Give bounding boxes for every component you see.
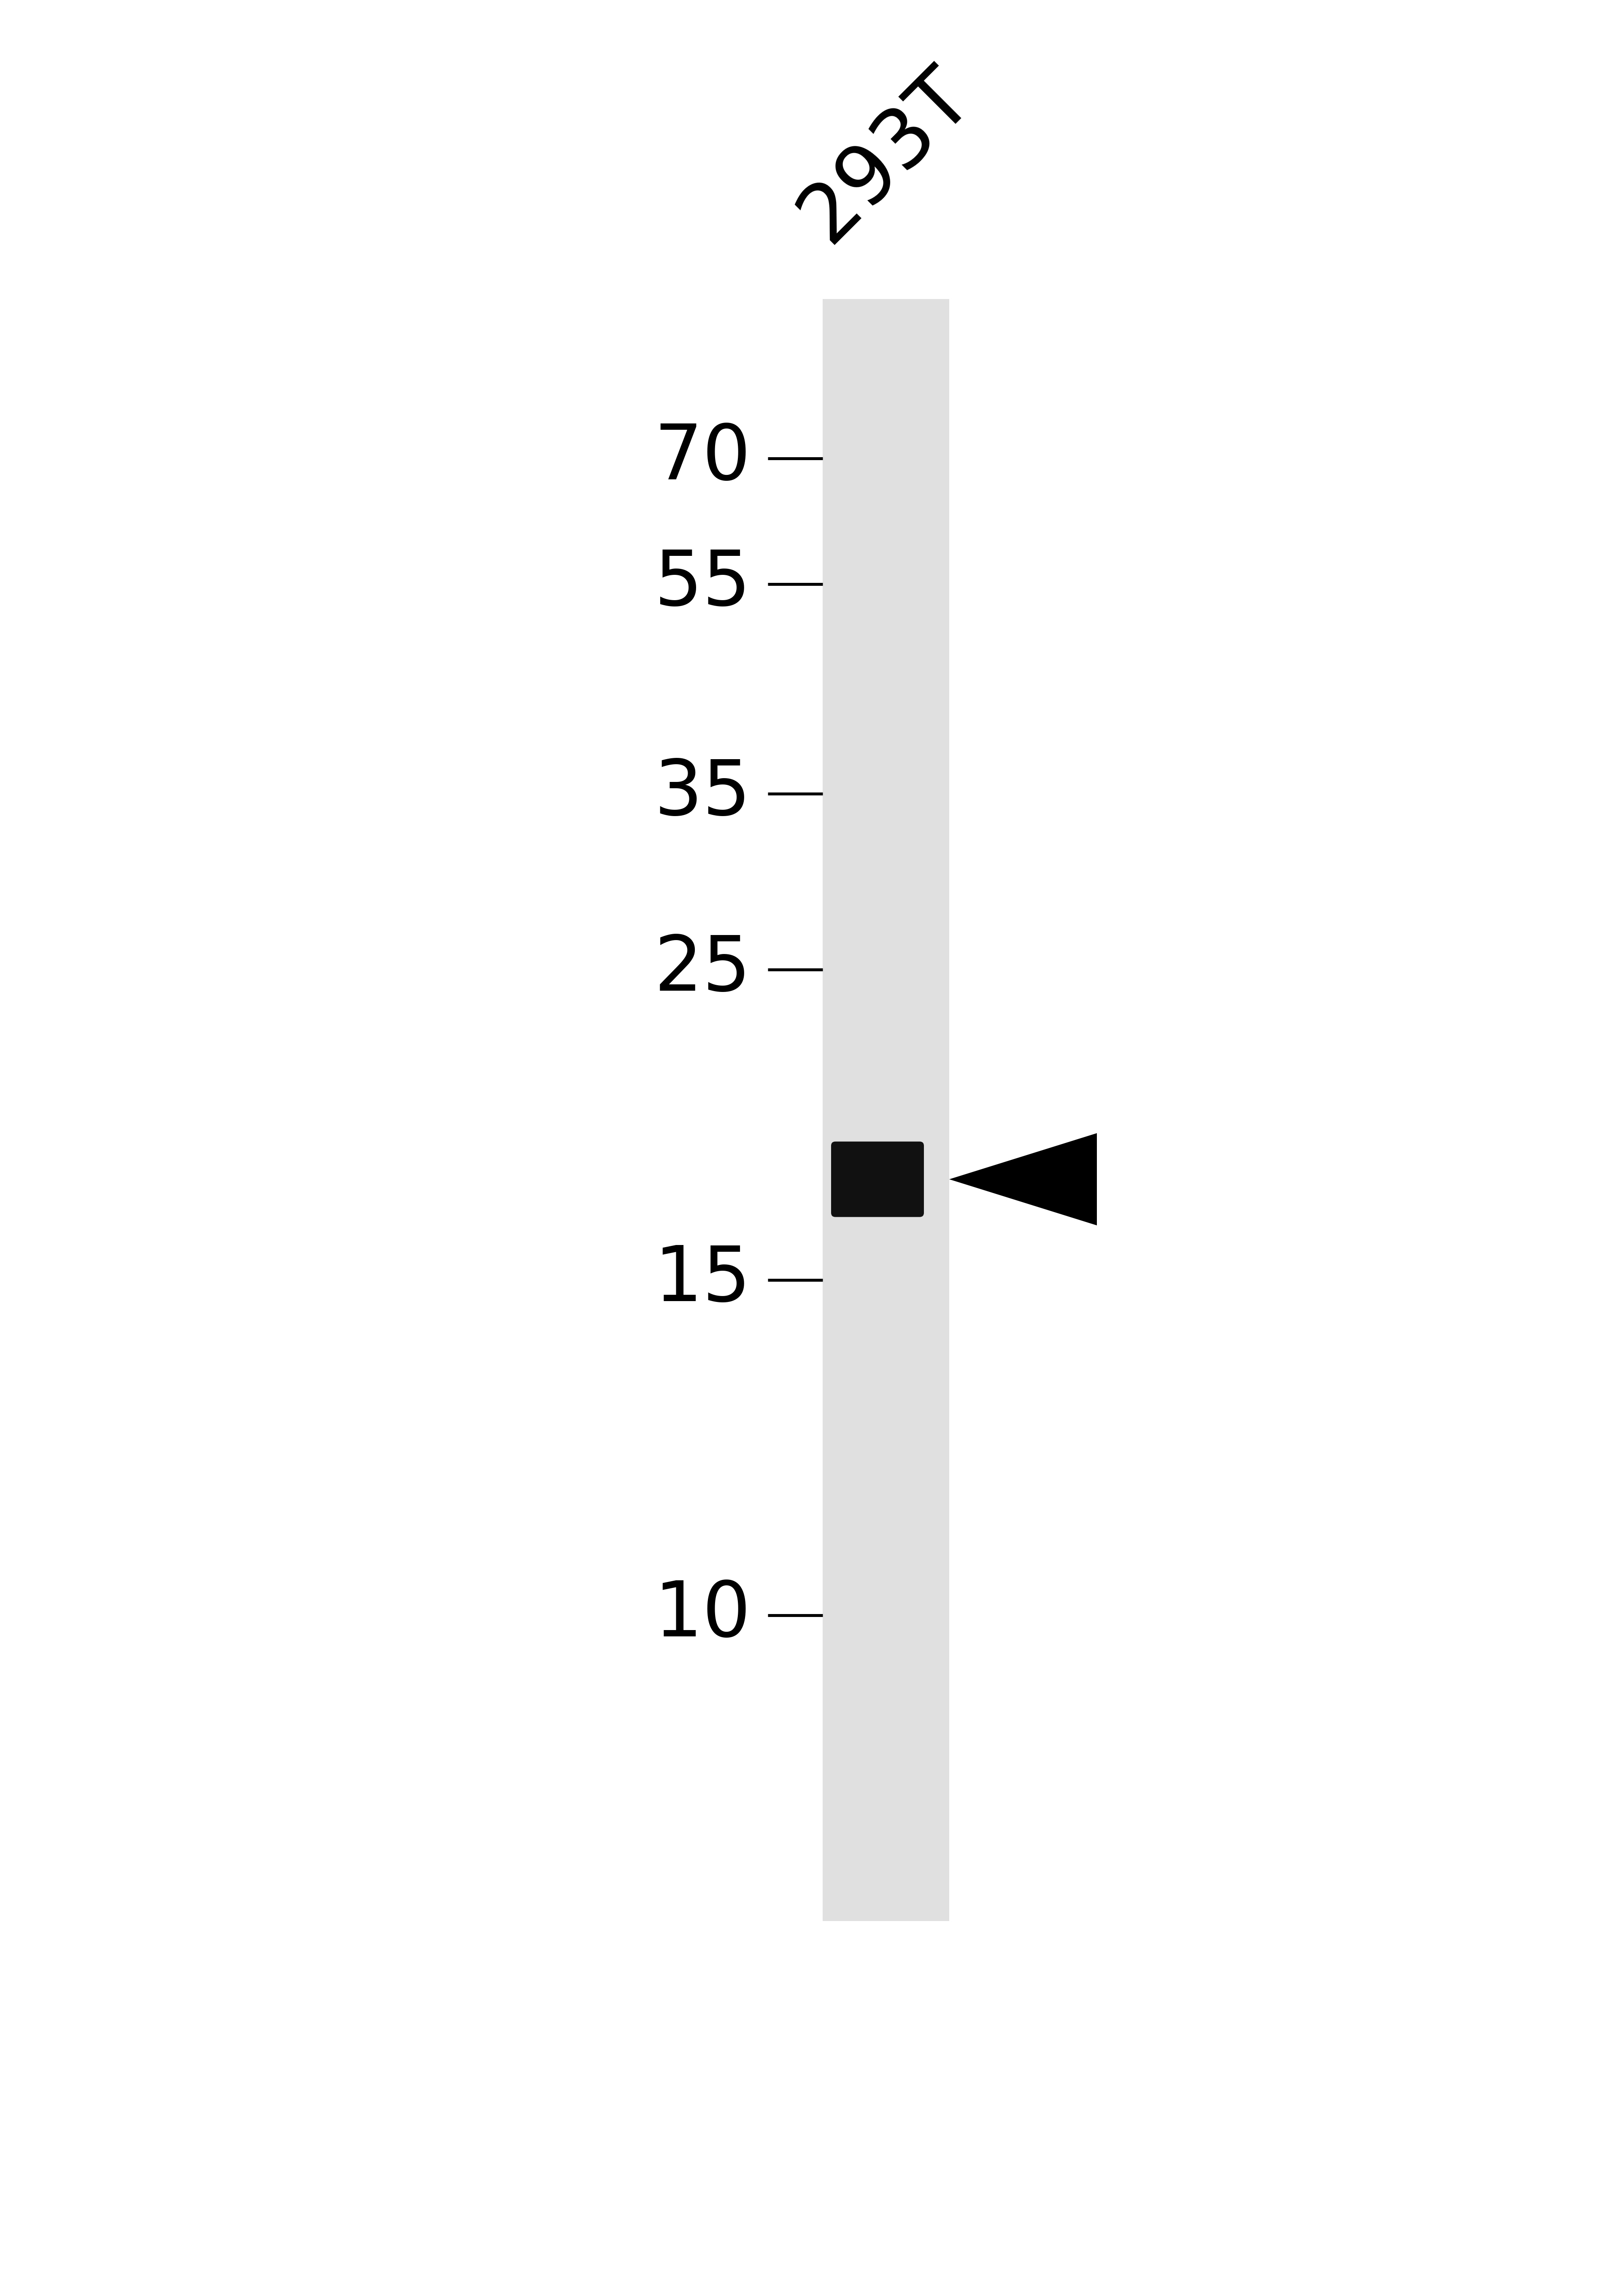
Text: 70: 70: [654, 420, 752, 496]
Text: 55: 55: [654, 546, 752, 622]
Text: 10: 10: [654, 1577, 752, 1653]
Bar: [823, 298, 949, 1922]
Text: 15: 15: [654, 1242, 752, 1318]
Text: 25: 25: [654, 932, 752, 1006]
Polygon shape: [949, 1134, 1097, 1226]
Text: 293T: 293T: [784, 55, 987, 257]
Text: 35: 35: [654, 755, 752, 831]
FancyBboxPatch shape: [831, 1141, 923, 1217]
